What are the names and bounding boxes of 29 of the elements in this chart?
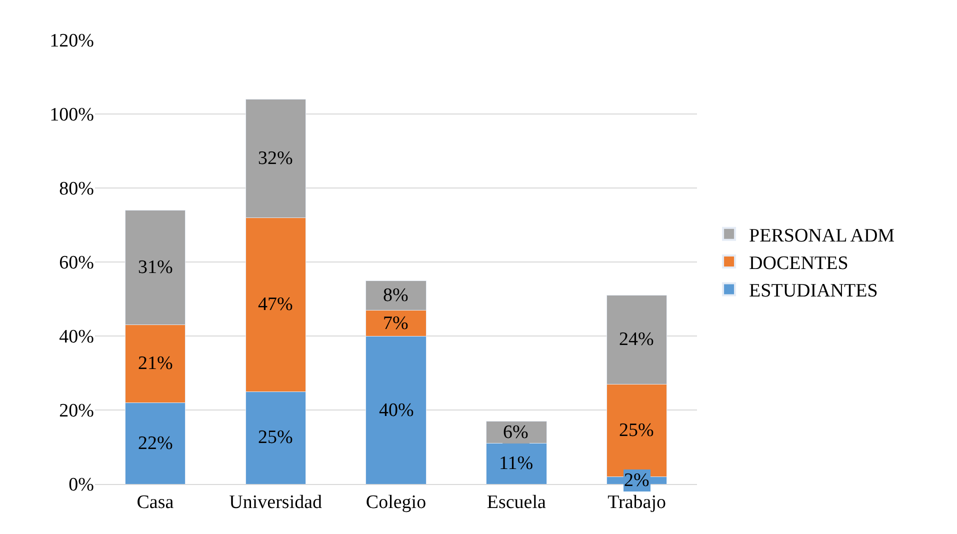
data-label: 47%	[258, 294, 293, 315]
legend-label: DOCENTES	[749, 252, 848, 274]
data-label: 2%	[624, 470, 650, 491]
y-tick-label: 40%	[59, 326, 94, 348]
data-label: 21%	[138, 353, 173, 374]
y-tick-label: 80%	[59, 178, 94, 200]
data-label: 25%	[619, 420, 654, 441]
x-tick-label: Universidad	[229, 492, 323, 513]
y-tick-label: 100%	[50, 104, 94, 126]
data-label: 25%	[258, 427, 293, 448]
x-tick-label: Casa	[136, 492, 174, 513]
data-label: 32%	[258, 148, 293, 169]
legend-label: ESTUDIANTES	[749, 280, 878, 302]
data-label: 8%	[383, 285, 408, 306]
y-tick-label: 120%	[50, 30, 94, 52]
legend-label: PERSONAL ADM	[749, 225, 895, 246]
y-tick-label: 20%	[59, 400, 94, 422]
data-label: 22%	[138, 433, 173, 454]
y-tick-label: 60%	[59, 252, 94, 274]
data-label: 11%	[499, 453, 534, 474]
y-tick-label: 0%	[68, 474, 94, 496]
data-label: 31%	[138, 257, 173, 278]
data-label: 24%	[619, 329, 654, 350]
data-label: 7%	[383, 313, 408, 334]
x-tick-label: Colegio	[366, 492, 426, 513]
x-tick-label: Trabajo	[608, 492, 666, 513]
x-tick-label: Escuela	[486, 492, 547, 513]
data-label: 6%	[503, 422, 528, 443]
data-label: 40%	[379, 400, 414, 421]
